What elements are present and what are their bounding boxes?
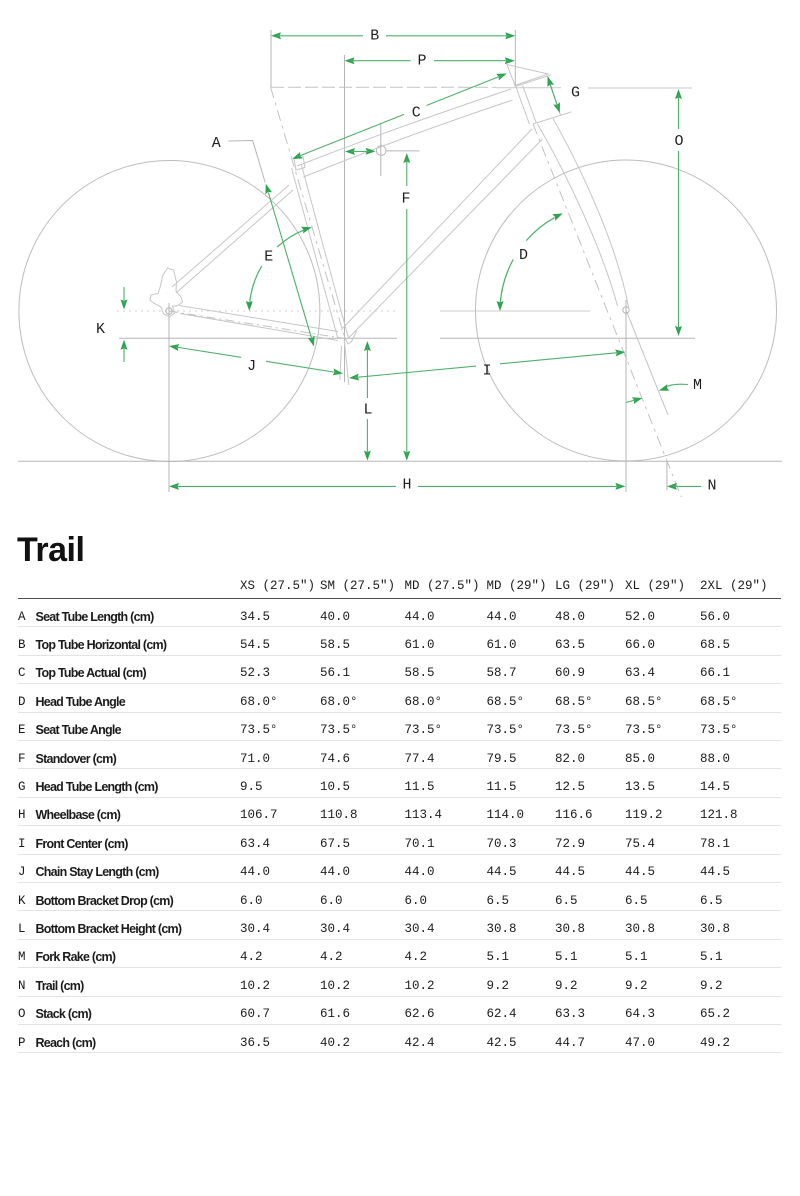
svg-text:I: I bbox=[482, 363, 491, 380]
svg-text:N: N bbox=[707, 478, 716, 495]
svg-text:B: B bbox=[370, 28, 379, 45]
svg-text:A: A bbox=[212, 135, 221, 152]
svg-text:F: F bbox=[401, 191, 410, 208]
svg-text:C: C bbox=[412, 104, 421, 121]
svg-text:J: J bbox=[247, 358, 256, 375]
svg-text:E: E bbox=[264, 248, 273, 265]
svg-text:K: K bbox=[96, 321, 105, 338]
svg-text:P: P bbox=[417, 53, 426, 70]
svg-text:G: G bbox=[571, 85, 580, 102]
svg-text:O: O bbox=[674, 133, 683, 150]
svg-text:H: H bbox=[402, 477, 411, 494]
svg-text:L: L bbox=[363, 402, 372, 419]
svg-text:M: M bbox=[693, 377, 702, 394]
svg-text:D: D bbox=[519, 247, 528, 264]
